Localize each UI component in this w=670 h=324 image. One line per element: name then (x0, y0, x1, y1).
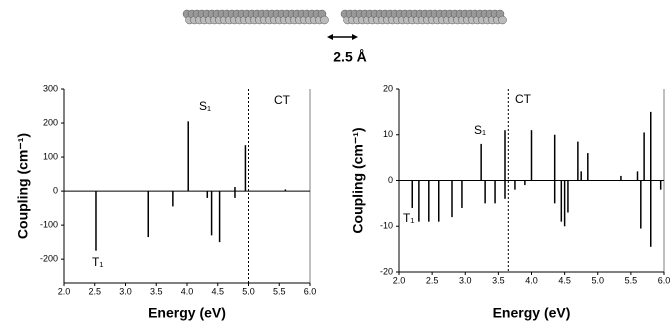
x-tick-label: 3.0 (119, 286, 132, 296)
x-tick-label: 3.5 (150, 286, 163, 296)
x-tick-label: 3.0 (459, 275, 472, 285)
x-axis-label: Energy (eV) (493, 305, 571, 321)
y-tick-label: -10 (380, 221, 393, 231)
x-tick-label: 5.5 (273, 286, 286, 296)
y-tick-label: -100 (40, 220, 58, 230)
y-tick-label: 300 (43, 83, 58, 93)
x-tick-label: 5.5 (625, 275, 638, 285)
annotation: CT (515, 92, 532, 106)
y-tick-label: 100 (43, 151, 58, 161)
y-tick-label: 200 (43, 117, 58, 127)
x-tick-label: 2.5 (88, 286, 101, 296)
y-tick-label: 10 (383, 129, 393, 139)
x-tick-label: 4.0 (181, 286, 194, 296)
annotation: S₁ (474, 123, 486, 137)
x-tick-label: 4.5 (211, 286, 224, 296)
annotation: CT (274, 93, 291, 107)
x-tick-label: 5.0 (591, 275, 604, 285)
x-tick-label: 6.0 (658, 275, 670, 285)
y-tick-label: 0 (53, 185, 58, 195)
x-axis-label: Energy (eV) (148, 305, 226, 321)
y-tick-label: 20 (383, 83, 393, 93)
distance-label: 2.5 Å (333, 49, 366, 65)
x-tick-label: 4.5 (558, 275, 571, 285)
x-tick-label: 6.0 (304, 286, 317, 296)
annotation: S₁ (199, 99, 211, 113)
x-tick-label: 5.0 (242, 286, 255, 296)
x-tick-label: 4.0 (525, 275, 538, 285)
x-tick-label: 2.5 (426, 275, 439, 285)
annotation: T₁ (403, 211, 414, 225)
y-tick-label: 0 (388, 175, 393, 185)
y-axis-label: Coupling (cm⁻¹) (15, 133, 31, 239)
figure: 2.5 Å -200-10001002003002.02.53.03.54.04… (0, 0, 670, 324)
distance-arrow (327, 34, 358, 40)
x-tick-label: 2.0 (58, 286, 71, 296)
atom (499, 16, 507, 24)
x-tick-label: 3.5 (492, 275, 505, 285)
x-tick-label: 2.0 (393, 275, 406, 285)
molecule-image (183, 10, 507, 24)
y-axis-label: Coupling (cm⁻¹) (350, 127, 366, 233)
y-tick-label: -200 (40, 254, 58, 264)
y-tick-label: -20 (380, 266, 393, 276)
annotation: T₁ (92, 255, 103, 269)
atom (321, 16, 329, 24)
